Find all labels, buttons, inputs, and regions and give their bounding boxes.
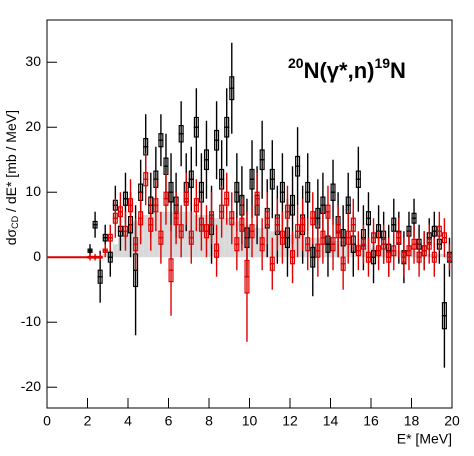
- x-tick-label: 18: [404, 413, 420, 429]
- area-bar: [112, 244, 118, 258]
- annotation: 20N(γ*,n)19N: [288, 55, 406, 83]
- x-tick-label: 20: [444, 413, 460, 429]
- x-axis-label: E* [MeV]: [397, 431, 452, 447]
- y-tick-label: -10: [21, 313, 41, 329]
- x-tick-label: 8: [205, 413, 213, 429]
- x-tick-label: 6: [165, 413, 173, 429]
- y-axis-label: dσCD / dE* [mb / MeV]: [3, 110, 21, 245]
- y-tick-label: -20: [21, 378, 41, 394]
- x-tick-label: 4: [124, 413, 132, 429]
- x-tick-label: 12: [282, 413, 298, 429]
- y-tick-label: 0: [33, 248, 41, 264]
- area-bar: [163, 211, 169, 258]
- area-bar: [153, 211, 159, 258]
- x-tick-label: 2: [84, 413, 92, 429]
- area-bar: [143, 214, 149, 258]
- y-tick-label: 30: [25, 53, 41, 69]
- x-tick-label: 0: [43, 413, 51, 429]
- y-tick-label: 10: [25, 183, 41, 199]
- area-bar: [193, 214, 199, 258]
- area-bar: [224, 218, 230, 258]
- x-tick-label: 14: [323, 413, 339, 429]
- area-bar: [183, 211, 189, 258]
- x-tick-label: 16: [363, 413, 379, 429]
- y-tick-label: 20: [25, 118, 41, 134]
- x-tick-label: 10: [242, 413, 258, 429]
